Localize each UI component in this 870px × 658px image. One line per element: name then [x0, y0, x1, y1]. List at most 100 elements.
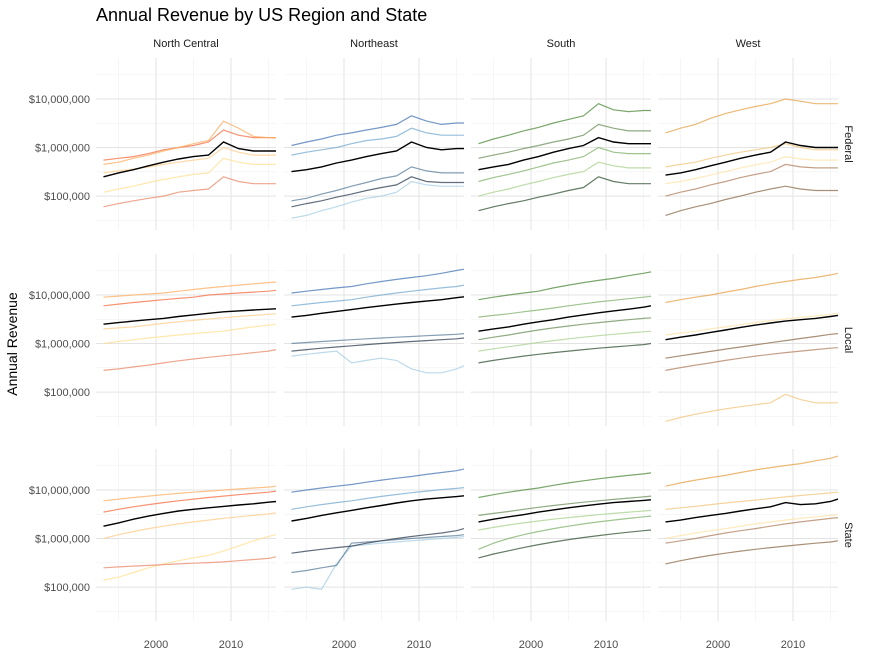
state-series-line — [103, 556, 277, 569]
panel-grid — [96, 58, 276, 230]
state-series-line — [478, 123, 651, 159]
state-series-line — [291, 333, 465, 345]
state-series-line — [665, 185, 838, 216]
panel-grid — [284, 58, 464, 230]
state-series-line — [291, 166, 464, 202]
state-series-line — [665, 517, 839, 544]
state-series-line — [103, 485, 277, 502]
state-series-line — [103, 490, 277, 513]
panel-grid — [471, 58, 651, 230]
state-series-line — [103, 146, 276, 174]
state-series-line — [103, 313, 277, 330]
y-tick-label: $10,000,000 — [29, 94, 90, 106]
panel-grid — [284, 254, 464, 426]
state-series-line — [478, 295, 652, 318]
state-series-line — [291, 127, 464, 156]
state-series-line — [665, 455, 839, 487]
state-series-line — [291, 180, 464, 219]
facet-column-label: Northeast — [350, 38, 398, 50]
state-series-line — [665, 155, 838, 185]
state-series-line — [665, 514, 839, 540]
state-series-line — [478, 330, 652, 352]
state-series-line — [291, 487, 465, 510]
region-mean-line — [291, 141, 464, 173]
state-series-line — [665, 98, 838, 134]
state-series-line — [665, 333, 839, 359]
panel-grid — [96, 449, 276, 621]
panel-grid — [658, 254, 838, 426]
x-tick-label: 2010 — [594, 639, 618, 651]
region-mean-line — [478, 136, 651, 171]
state-series-line — [103, 176, 276, 208]
y-tick-label: $100,000 — [44, 191, 90, 203]
facet-row-label: State — [842, 522, 854, 548]
region-mean-line — [291, 495, 465, 522]
facet-row-label: Federal — [842, 125, 854, 162]
y-tick-label: $1,000,000 — [35, 143, 90, 155]
state-series-line — [103, 349, 277, 371]
state-series-line — [478, 103, 651, 145]
x-tick-label: 2010 — [781, 639, 805, 651]
facet-column-label: West — [736, 38, 761, 50]
state-series-line — [291, 268, 465, 294]
state-series-line — [478, 317, 652, 341]
state-series-line — [291, 350, 465, 374]
state-series-line — [478, 529, 652, 559]
state-series-line — [291, 534, 465, 574]
x-tick-label: 2010 — [407, 639, 431, 651]
panel-grid — [96, 254, 276, 426]
state-series-line — [665, 163, 838, 197]
state-series-line — [478, 495, 652, 516]
state-series-line — [665, 272, 839, 304]
state-series-line — [103, 323, 277, 345]
region-mean-line — [478, 499, 652, 523]
state-series-line — [478, 509, 652, 531]
region-mean-line — [478, 305, 652, 332]
state-series-line — [665, 491, 839, 510]
state-series-line — [478, 472, 652, 499]
panel-grid — [471, 449, 651, 621]
facet-column-label: South — [547, 38, 576, 50]
x-tick-label: 2000 — [144, 639, 168, 651]
y-tick-label: $10,000,000 — [29, 485, 90, 497]
region-mean-line — [103, 141, 276, 178]
facet-row-label: Local — [842, 327, 854, 353]
state-series-line — [478, 161, 651, 197]
state-series-line — [291, 535, 465, 590]
state-series-line — [103, 157, 276, 193]
state-series-line — [478, 515, 652, 550]
state-series-line — [291, 115, 464, 147]
x-tick-label: 2010 — [219, 639, 243, 651]
state-series-line — [478, 342, 652, 364]
y-tick-label: $10,000,000 — [29, 290, 90, 302]
x-tick-label: 2000 — [332, 639, 356, 651]
region-mean-line — [665, 141, 838, 176]
state-series-line — [478, 271, 652, 301]
y-tick-label: $100,000 — [44, 582, 90, 594]
region-mean-line — [665, 314, 839, 341]
facet-column-label: North Central — [153, 38, 218, 50]
y-tick-label: $100,000 — [44, 387, 90, 399]
state-series-line — [291, 284, 465, 307]
state-series-line — [291, 176, 464, 208]
state-series-line — [665, 312, 839, 336]
state-series-line — [103, 534, 277, 581]
panel-grid — [284, 449, 464, 621]
x-tick-label: 2000 — [706, 639, 730, 651]
x-tick-label: 2000 — [519, 639, 543, 651]
y-tick-label: $1,000,000 — [35, 339, 90, 351]
region-mean-line — [665, 498, 839, 523]
state-series-line — [103, 120, 276, 165]
panel-grid — [471, 254, 651, 426]
state-series-line — [103, 281, 277, 298]
region-mean-line — [291, 296, 465, 318]
state-series-line — [103, 129, 276, 161]
state-series-line — [291, 337, 465, 352]
y-tick-label: $1,000,000 — [35, 534, 90, 546]
panel-grid — [658, 58, 838, 230]
state-series-line — [665, 347, 839, 371]
state-series-line — [103, 512, 277, 540]
state-series-line — [665, 393, 838, 422]
chart-title: Annual Revenue by US Region and State — [96, 5, 427, 25]
